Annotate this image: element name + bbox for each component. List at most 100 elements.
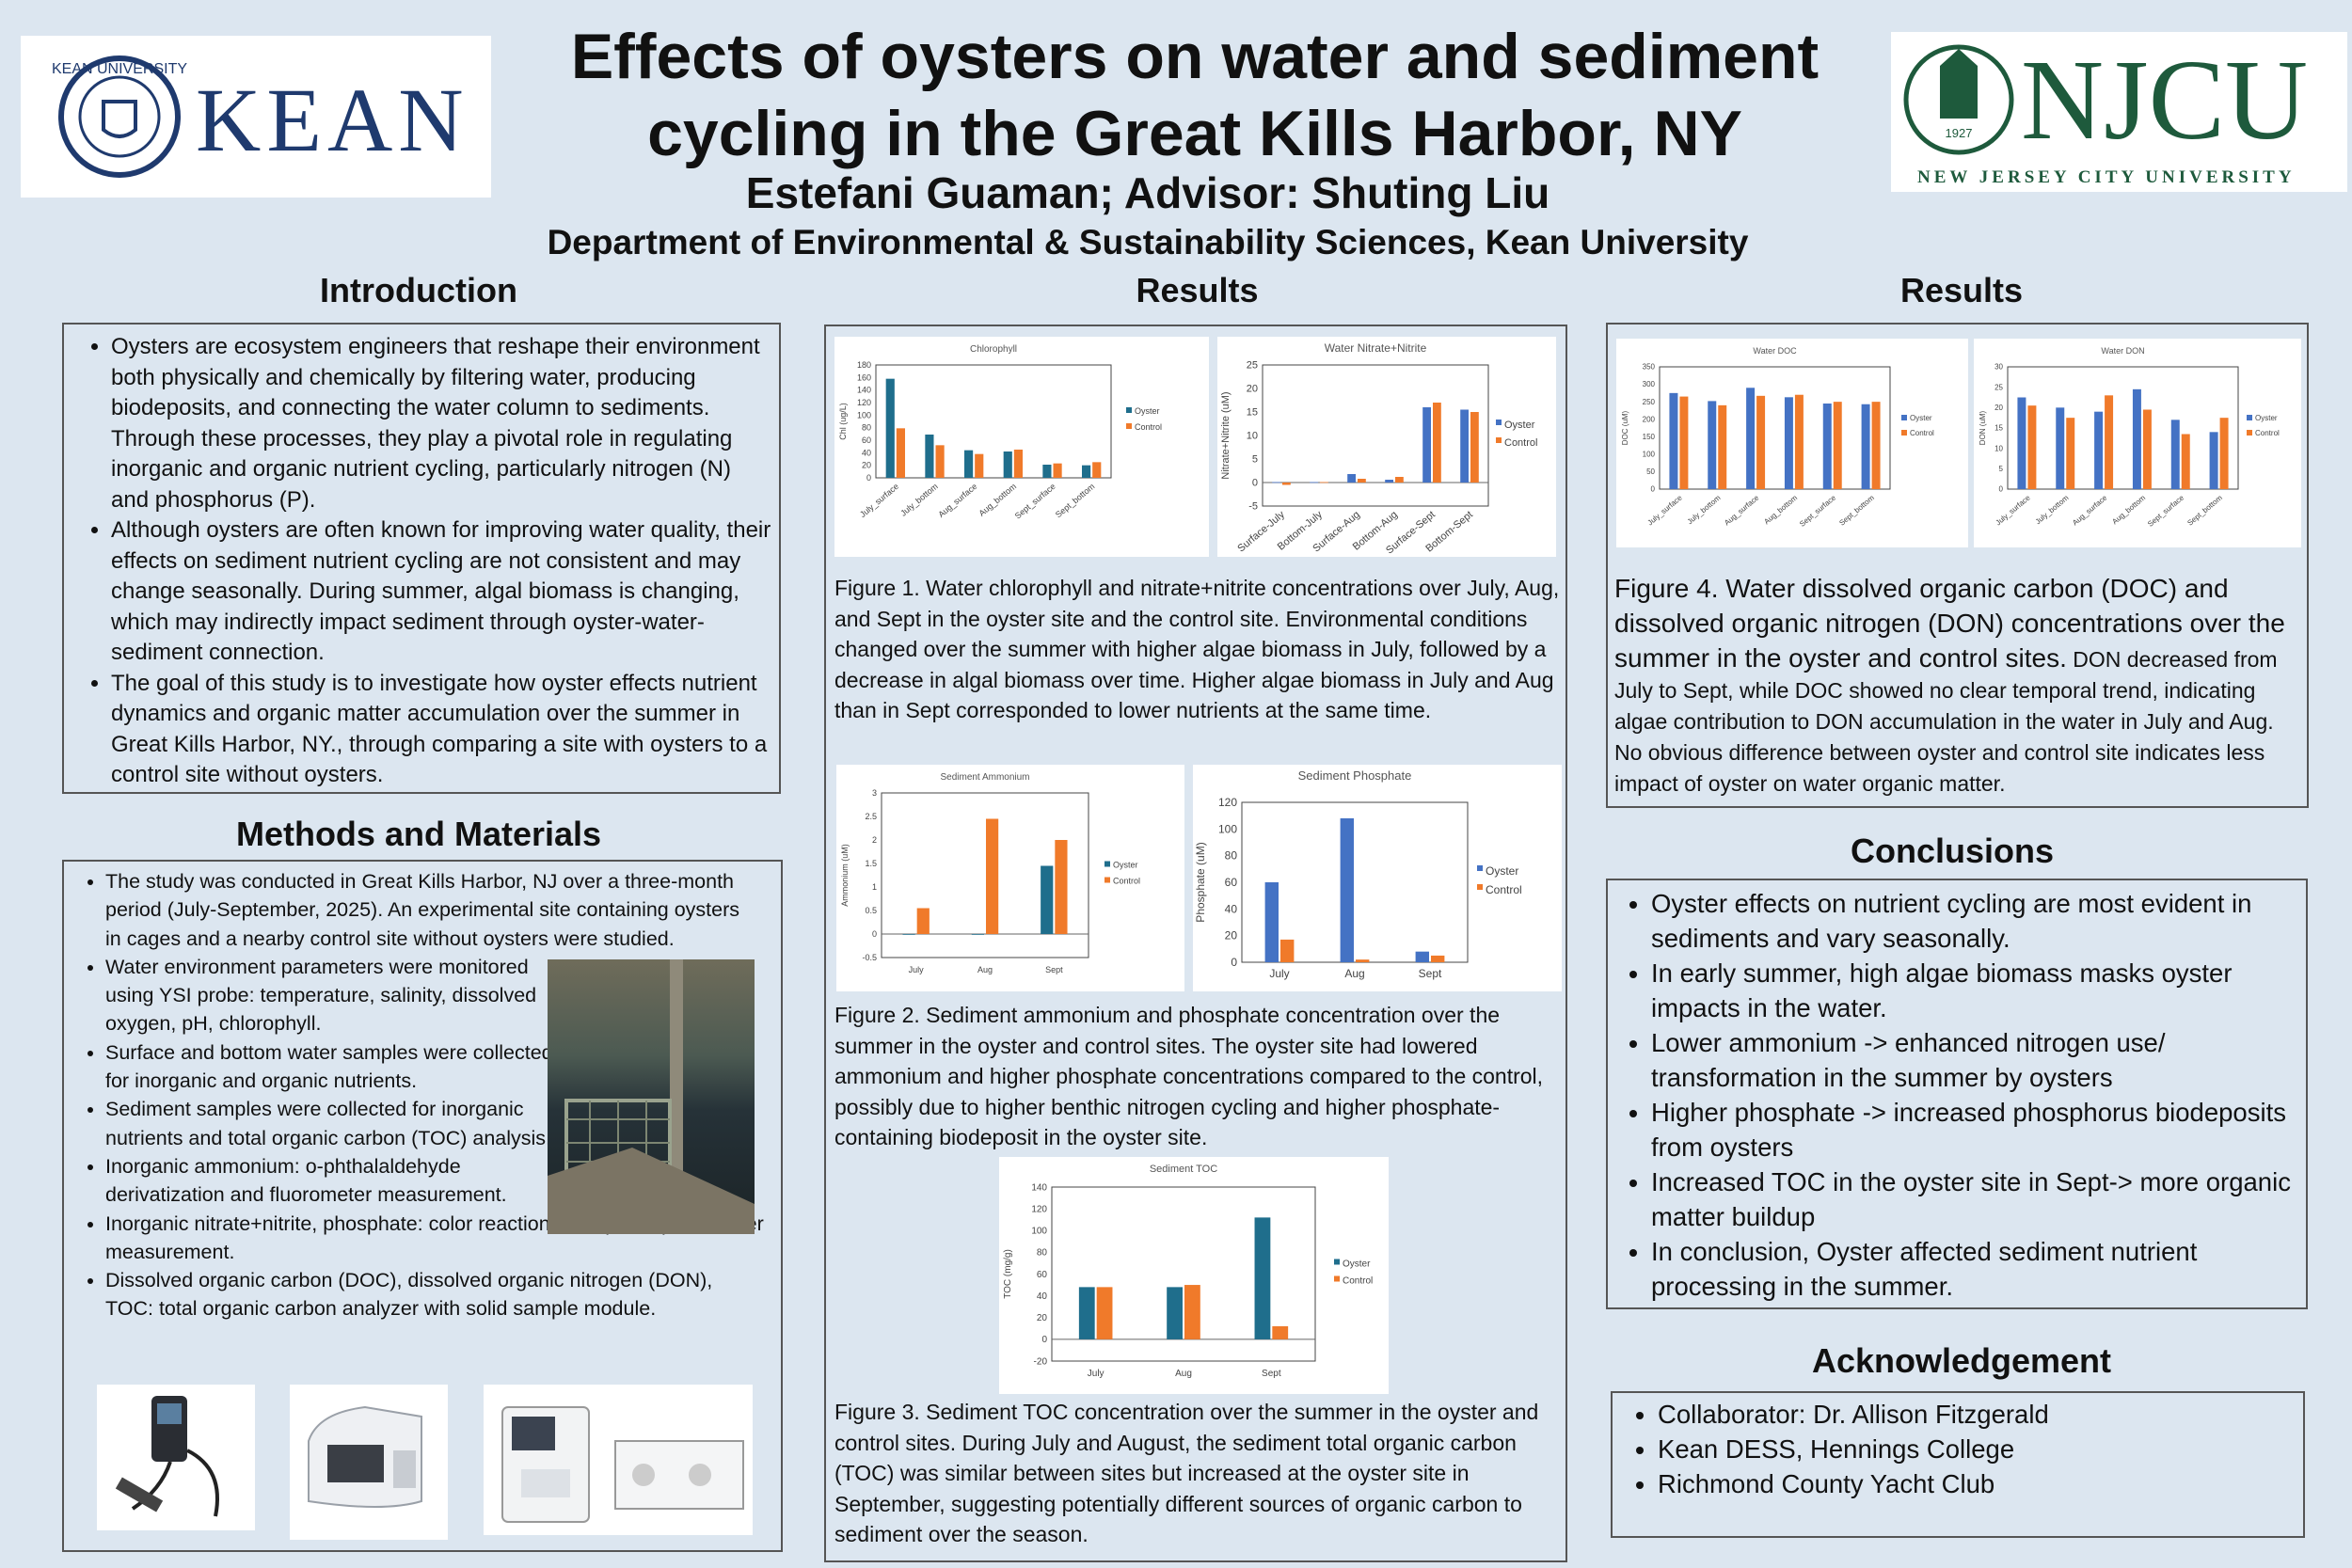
bar-control <box>1395 477 1404 483</box>
legend-swatch <box>1496 437 1502 443</box>
plot-frame <box>1659 366 1891 490</box>
introduction-heading: Introduction <box>320 271 517 309</box>
x-tick-label: Aug_bottom <box>977 482 1019 518</box>
y-tick-label: 300 <box>1643 380 1656 388</box>
y-tick-label: 0 <box>1999 485 2004 494</box>
results-panel-right <box>1606 323 2309 808</box>
bar-control <box>1053 463 1062 478</box>
spectrophotometer-photo <box>290 1385 448 1540</box>
x-tick-label: July_surface <box>858 482 900 519</box>
y-tick-label: 1 <box>872 882 877 892</box>
figure2-caption: Figure 2. Sediment ammonium and phosphat… <box>834 1003 1544 1149</box>
bar-control <box>1470 412 1479 483</box>
njcu-seal-icon: 1927 <box>1903 44 2014 155</box>
legend-label: Oyster <box>1113 861 1138 870</box>
legend-label: Control <box>1343 1276 1373 1287</box>
bar-oyster <box>1422 407 1431 483</box>
figure4-caption: Figure 4. Water dissolved organic carbon… <box>1614 571 2301 800</box>
y-tick-label: 60 <box>862 436 871 445</box>
kean-logo: KEAN UNIVERSITY KEAN <box>21 36 491 198</box>
njcu-wordmark: NJCU <box>2021 37 2309 164</box>
legend-swatch <box>1126 423 1132 429</box>
y-axis-label: DOC (uM) <box>1621 410 1629 445</box>
bar-oyster <box>1078 1287 1095 1339</box>
y-tick-label: 350 <box>1643 363 1656 372</box>
figure-sediment-toc: Sediment TOC TOC (mg/g) -20 0 20 40 60 80 100 120… <box>999 1157 1389 1394</box>
x-tick-label: Sept_surface <box>1013 482 1057 521</box>
results-heading-mid: Results <box>1136 271 1259 309</box>
x-tick-label: Aug_surface <box>936 482 978 519</box>
legend-swatch <box>1334 1259 1340 1265</box>
y-tick-label: 15 <box>1994 424 2003 433</box>
results-panel-mid <box>824 325 1567 1562</box>
njcu-subtitle: NEW JERSEY CITY UNIVERSITY <box>1917 167 2296 187</box>
y-tick-label: 20 <box>1225 929 1238 942</box>
legend-label: Oyster <box>1910 414 1932 422</box>
kean-seal-text: KEAN UNIVERSITY <box>52 61 187 77</box>
bar-oyster <box>2056 407 2065 489</box>
y-tick-label: 30 <box>1994 363 2003 372</box>
y-tick-label: 160 <box>857 372 871 382</box>
y-axis-label: DON (uM) <box>1979 410 1987 445</box>
y-tick-label: -20 <box>1034 1356 1048 1367</box>
legend-swatch <box>2247 430 2252 436</box>
bar-oyster <box>1003 451 1012 478</box>
bar-oyster <box>2094 411 2104 489</box>
bar-control <box>1356 959 1370 962</box>
bar-control <box>935 445 945 478</box>
conclusions-panel: Oyster effects on nutrient cycling are m… <box>1606 879 2308 1309</box>
y-tick-label: 40 <box>1037 1291 1048 1302</box>
y-tick-label: 60 <box>1225 876 1238 889</box>
results-heading-right: Results <box>1899 271 2024 309</box>
bar-control <box>1358 479 1366 483</box>
x-tick-label: Aug <box>977 965 993 974</box>
legend-swatch <box>1334 1275 1340 1282</box>
y-axis-label: Chl (ug/L) <box>838 403 848 440</box>
toc-analyzer-photo <box>484 1385 753 1535</box>
bar-oyster <box>1082 465 1091 478</box>
y-tick-label: 5 <box>1999 465 2004 473</box>
legend-label: Control <box>2255 429 2280 437</box>
y-tick-label: 20 <box>862 461 871 470</box>
bar-oyster <box>885 378 895 478</box>
y-axis-label: Phosphate (uM) <box>1194 842 1207 922</box>
y-tick-label: 10 <box>1994 444 2003 452</box>
bar-control <box>1871 402 1881 489</box>
figure3-caption: Figure 3. Sediment TOC concentration ove… <box>834 1400 1539 1546</box>
legend-label: Control <box>1113 877 1140 886</box>
authors: Estefani Guaman; Advisor: Shuting Liu <box>745 168 1550 217</box>
methods-bullet: Inorganic ammonium: o-phthalaldehyde der… <box>105 1152 557 1210</box>
legend-label: Oyster <box>1486 864 1518 878</box>
bar-oyster <box>1254 1217 1271 1339</box>
bar-control <box>2105 395 2114 489</box>
plot-frame <box>1241 801 1469 963</box>
bar-oyster <box>2170 420 2180 489</box>
figure-sediment-ammonium: Sediment Ammonium Ammonium (uM) -0.5 0 0.5 1 1… <box>836 765 1184 991</box>
x-tick-label: Aug_bottom <box>2110 493 2147 526</box>
figure-water-don: Water DON DON (uM) 0 5 10 15 20 25 30 July_surfac… <box>1974 339 2301 547</box>
x-tick-label: July_bottom <box>1686 493 1723 526</box>
y-tick-label: 0 <box>872 929 877 939</box>
y-tick-label: 20 <box>1247 384 1258 395</box>
y-tick-label: 3 <box>872 788 877 798</box>
chart-title: Sediment TOC <box>1150 1164 1217 1175</box>
y-tick-label: 100 <box>1031 1227 1047 1237</box>
bar-oyster <box>1264 882 1279 962</box>
y-tick-label: 80 <box>862 423 871 433</box>
x-tick-label: Aug_bottom <box>1762 493 1799 526</box>
legend-label: Oyster <box>1135 406 1160 416</box>
x-tick-label: Sept <box>1419 967 1442 980</box>
legend-swatch <box>1496 420 1502 425</box>
bar-control <box>1679 396 1689 489</box>
y-tick-label: 80 <box>1037 1248 1048 1259</box>
bar-control <box>1282 483 1291 485</box>
x-tick-label: Sept <box>1262 1369 1281 1379</box>
y-tick-label: 120 <box>1218 796 1237 809</box>
plot-frame <box>881 792 1089 958</box>
bar-control <box>2027 405 2037 489</box>
y-axis-label: TOC (mg/g) <box>1003 1249 1013 1299</box>
njcu-logo: 1927 NJCU NEW JERSEY CITY UNIVERSITY <box>1891 32 2347 192</box>
bar-oyster <box>902 934 915 935</box>
bar-oyster <box>1167 1287 1183 1339</box>
bar-control <box>1718 404 1727 489</box>
